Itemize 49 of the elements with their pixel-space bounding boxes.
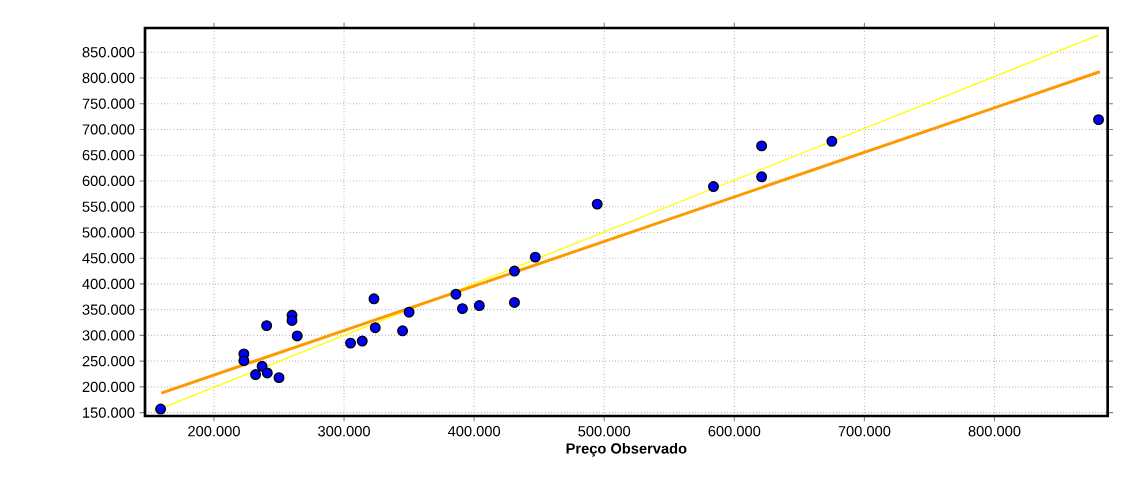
point bbox=[291, 330, 303, 342]
point bbox=[369, 322, 381, 334]
point bbox=[826, 135, 838, 147]
point bbox=[708, 181, 719, 193]
point bbox=[261, 320, 273, 332]
point bbox=[368, 293, 380, 305]
point bbox=[1093, 114, 1105, 126]
y-tick-label: 250.000 bbox=[82, 355, 135, 367]
x-tick-label: 600.000 bbox=[708, 426, 761, 437]
point bbox=[250, 369, 262, 380]
y-tick-label: 800.000 bbox=[82, 72, 135, 84]
x-tick-label: 400.000 bbox=[447, 426, 501, 437]
point bbox=[238, 355, 250, 367]
point bbox=[508, 296, 520, 308]
x-tick-label: 500.000 bbox=[578, 426, 631, 437]
x-tick-label: 700.000 bbox=[838, 426, 891, 437]
point bbox=[261, 367, 273, 379]
y-tick-label: 350.000 bbox=[82, 304, 135, 315]
point bbox=[473, 300, 485, 311]
point bbox=[286, 315, 298, 326]
y-tick-label: 700.000 bbox=[82, 124, 135, 135]
point bbox=[529, 251, 541, 263]
x-axis-title: Preço Observado bbox=[566, 442, 687, 457]
point bbox=[403, 306, 415, 318]
y-tick-label: 600.000 bbox=[82, 175, 135, 187]
y-tick-label: 850.000 bbox=[82, 47, 135, 58]
point bbox=[508, 265, 520, 277]
y-tick-label: 650.000 bbox=[82, 150, 135, 161]
point bbox=[397, 325, 409, 337]
y-tick-label: 200.000 bbox=[82, 381, 135, 393]
point bbox=[756, 171, 768, 183]
y-tick-label: 500.000 bbox=[82, 227, 135, 238]
y-tick-label: 450.000 bbox=[82, 252, 135, 264]
point bbox=[591, 198, 603, 210]
point bbox=[155, 403, 167, 415]
point bbox=[273, 372, 285, 384]
point bbox=[345, 337, 357, 349]
point bbox=[756, 140, 768, 152]
x-tick-label: 300.000 bbox=[318, 426, 370, 437]
y-tick-label: 400.000 bbox=[82, 278, 135, 290]
y-tick-label: 750.000 bbox=[82, 98, 135, 109]
y-tick-label: 550.000 bbox=[82, 201, 135, 212]
point bbox=[356, 335, 368, 347]
point bbox=[456, 303, 468, 315]
y-tick-label: 300.000 bbox=[82, 330, 135, 341]
y-tick-label: 150.000 bbox=[83, 407, 135, 418]
x-tick-label: 800.000 bbox=[968, 426, 1021, 437]
point bbox=[450, 288, 462, 300]
x-tick-label: 200.000 bbox=[188, 426, 240, 437]
